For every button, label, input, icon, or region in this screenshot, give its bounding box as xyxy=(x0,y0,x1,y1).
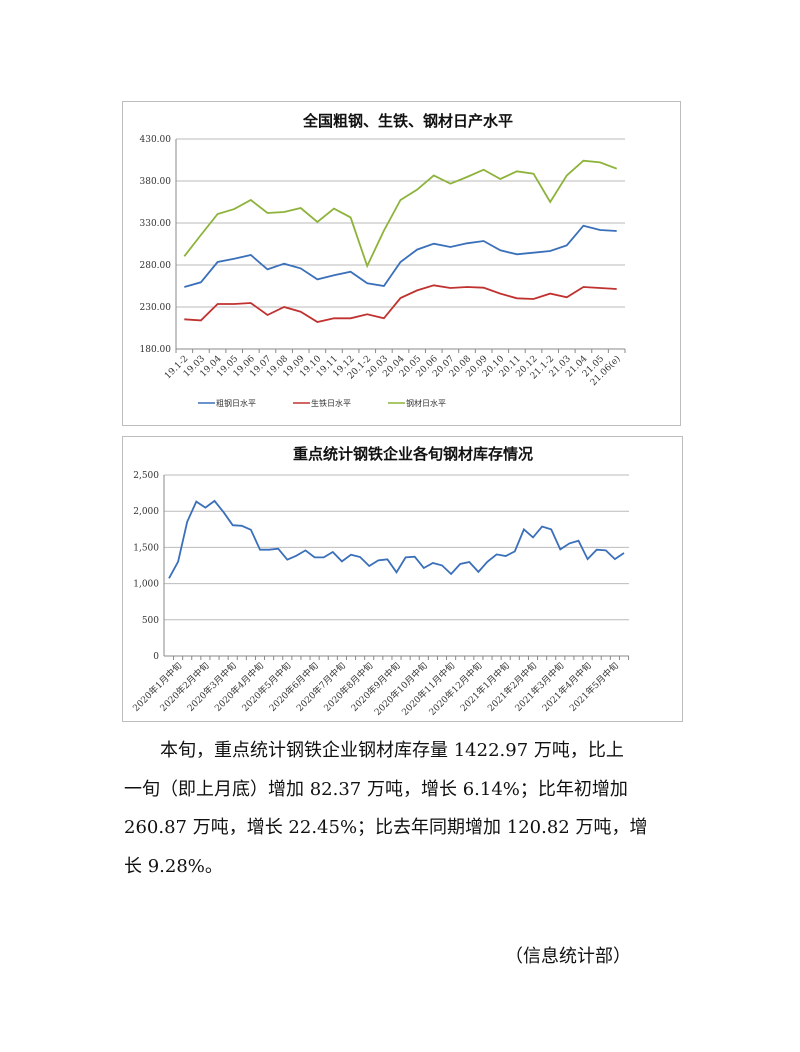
y-tick-label: 1,000 xyxy=(133,580,159,590)
y-tick-label: 500 xyxy=(142,616,159,626)
series-line-1 xyxy=(184,224,617,288)
paragraph-line: 一旬（即上月底）增加 82.37 万吨，增长 6.14%；比年初增加 xyxy=(124,778,628,800)
y-tick-label: 2,000 xyxy=(133,507,159,517)
chart-title: 全国粗钢、生铁、钢材日产水平 xyxy=(302,112,513,130)
summary-paragraph: 本旬，重点统计钢铁企业钢材库存量 1422.97 万吨，比上 一旬（即上月底）增… xyxy=(124,732,694,886)
inventory-chart: 重点统计钢铁企业各旬钢材库存情况 0 500 1,000 1,500 2,000 2,500… xyxy=(122,436,683,722)
inventory-chart-svg: 重点统计钢铁企业各旬钢材库存情况 0 500 1,000 1,500 2,000 2,500… xyxy=(130,445,630,718)
daily-output-chart-svg: 全国粗钢、生铁、钢材日产水平 180.00 230.00 280.00 330.00 38… xyxy=(140,112,626,408)
x-tick-label: 2020年1月中旬 xyxy=(130,660,184,714)
paragraph-line: 本旬，重点统计钢铁企业钢材库存量 1422.97 万吨，比上 xyxy=(124,740,624,761)
y-tick-label: 2,500 xyxy=(133,471,159,481)
series-line-1 xyxy=(168,499,625,579)
y-tick-label: 230.00 xyxy=(140,303,172,313)
y-tick-label: 330.00 xyxy=(140,219,172,229)
legend-label: 钢材日水平 xyxy=(406,398,446,408)
y-tick-label: 180.00 xyxy=(140,345,172,355)
y-tick-label: 0 xyxy=(153,652,159,662)
chart-title: 重点统计钢铁企业各旬钢材库存情况 xyxy=(293,445,533,463)
legend-label: 粗钢日水平 xyxy=(216,398,256,408)
series-line-3 xyxy=(183,159,618,269)
y-tick-label: 1,500 xyxy=(133,543,159,553)
paragraph-line: 260.87 万吨，增长 22.45%；比去年同期增加 120.82 万吨，增 xyxy=(124,817,648,839)
y-tick-label: 430.00 xyxy=(140,135,172,145)
series-line-2 xyxy=(184,284,617,323)
y-tick-label: 280.00 xyxy=(140,261,172,271)
department-signature: （信息统计部） xyxy=(505,946,631,967)
paragraph-line: 长 9.28%。 xyxy=(124,855,223,877)
y-tick-label: 380.00 xyxy=(140,177,172,187)
daily-output-chart: 全国粗钢、生铁、钢材日产水平 180.00 230.00 280.00 330.00 38… xyxy=(122,101,681,426)
legend-label: 生铁日水平 xyxy=(311,398,351,408)
